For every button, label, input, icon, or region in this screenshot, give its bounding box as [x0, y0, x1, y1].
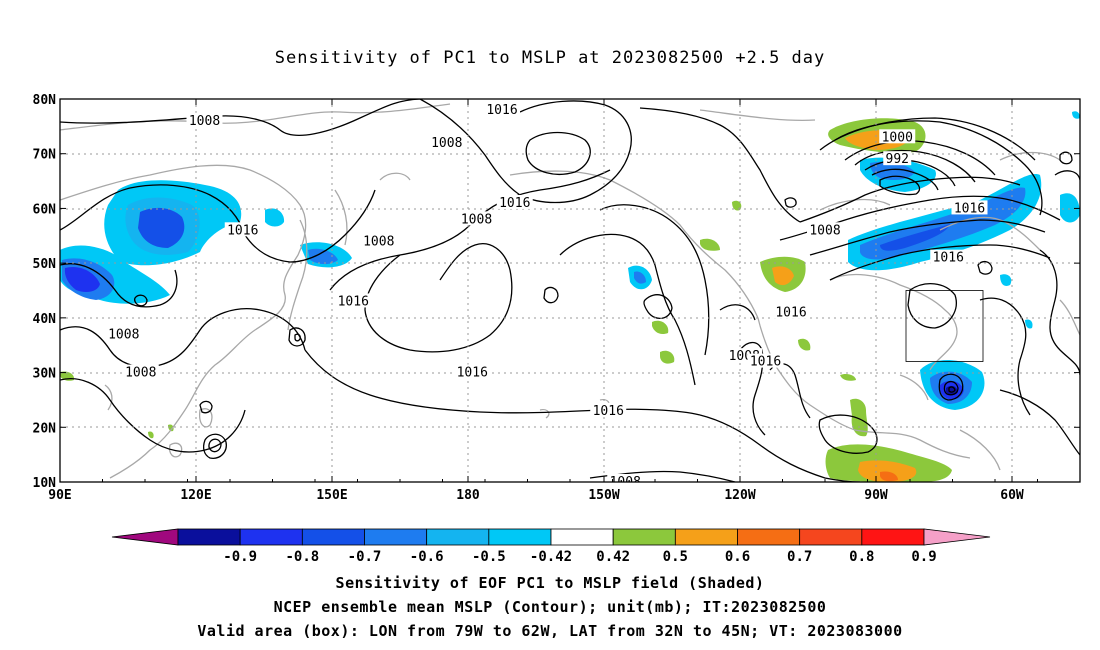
contour-label: 1016 [750, 355, 781, 370]
contour-label: 1008 [809, 223, 840, 238]
colorbar-swatch [612, 528, 676, 546]
colorbar-swatch [674, 528, 738, 546]
shading-north-pacific [628, 200, 742, 364]
contour-label-bg [607, 474, 644, 482]
contour-label: 1016 [593, 404, 624, 419]
contour-label-bg [122, 364, 159, 379]
contour-label: 1016 [954, 201, 985, 216]
longitude-label: 120E [180, 488, 211, 503]
colorbar-label: -0.6 [410, 549, 444, 565]
colorbar-label: -0.5 [472, 549, 506, 565]
contour-label: 1008 [189, 114, 220, 129]
contour-label: 1016 [775, 305, 806, 320]
contour-labels: 1016 1008 1008 1000 992 1008 1016 1016 1008 1016 1… [105, 101, 988, 490]
colorbar-swatch [861, 528, 925, 546]
latitude-label: 20N [33, 421, 57, 436]
contour-label: 1008 [431, 136, 462, 151]
caption-line-2: NCEP ensemble mean MSLP (Contour); unit(… [273, 598, 827, 616]
contour-label-bg [428, 134, 465, 149]
colorbar-label: -0.8 [285, 549, 319, 565]
contour-label: 992 [886, 152, 909, 167]
colorbar-label: 0.6 [725, 549, 750, 565]
colorbar-label: -0.7 [348, 549, 382, 565]
colorbar-label: 0.7 [787, 549, 812, 565]
shading-atlantic [60, 360, 985, 482]
contour-label: 1008 [461, 212, 492, 227]
colorbar: -0.9 -0.8 -0.7 -0.6 -0.5 -0.42 0.42 0.5 0.6 0.7 0.… [111, 528, 991, 565]
colorbar-swatch [550, 528, 614, 546]
longitude-label: 150W [588, 488, 619, 503]
contour-label-bg [496, 194, 533, 209]
latitude-label: 50N [33, 257, 57, 272]
latitude-label: 10N [33, 476, 57, 491]
latitude-label: 70N [33, 148, 57, 163]
contour-label-bg [484, 101, 520, 116]
colorbar-swatch [426, 528, 490, 546]
colorbar-label: 0.42 [596, 549, 630, 565]
contour-label: 1000 [882, 130, 913, 145]
colorbar-label: 0.5 [663, 549, 688, 565]
latitude-label: 60N [33, 202, 57, 217]
contour-label: 1016 [457, 366, 488, 381]
caption-line-1: Sensitivity of EOF PC1 to MSLP field (Sh… [335, 574, 765, 592]
contour-label: 1016 [499, 196, 530, 211]
contour-label: 1016 [933, 251, 964, 266]
longitude-label: 60W [1000, 488, 1024, 503]
contour-label-bg [807, 222, 843, 237]
colorbar-swatch [488, 528, 552, 546]
longitude-labels: 90E 120E 150E 180 150W 120W 90W 60W [48, 488, 1024, 503]
contour-label-bg [186, 112, 223, 127]
contour-label-bg [590, 402, 627, 417]
colorbar-min-triangle [111, 528, 179, 546]
colorbar-swatch [301, 528, 365, 546]
contour-label-bg [773, 304, 809, 319]
longitude-label: 150E [316, 488, 347, 503]
contour-label: 1016 [338, 294, 369, 309]
colorbar-label: 0.8 [849, 549, 874, 565]
contour-label-bg [335, 293, 372, 308]
latitude-labels: 80N 70N 60N 50N 40N 30N 20N 10N [33, 93, 57, 491]
contour-label-bg [930, 249, 967, 264]
colorbar-swatch [177, 528, 241, 546]
figure-title: Sensitivity of PC1 to MSLP at 2023082500… [274, 48, 826, 68]
caption-line-3: Valid area (box): LON from 79W to 62W, L… [197, 622, 903, 640]
contour-label-bg [879, 129, 916, 144]
colorbar-swatch [737, 528, 801, 546]
contour-label-bg [747, 353, 784, 368]
colorbar-max-triangle [923, 528, 991, 546]
colorbar-label: -0.42 [530, 549, 572, 565]
latitude-label: 30N [33, 367, 57, 382]
axis-ticks [59, 98, 1081, 483]
contour-label-bg [951, 200, 988, 215]
colorbar-swatch [364, 528, 428, 546]
valid-area-box [905, 290, 984, 362]
contour-label-bg [454, 364, 491, 379]
colorbar-label: -0.9 [223, 549, 257, 565]
coastlines [60, 103, 1080, 479]
colorbar-swatch [799, 528, 863, 546]
contour-label: 1016 [486, 103, 517, 118]
contour-label-bg [883, 151, 912, 166]
gridlines [60, 99, 1080, 482]
longitude-label: 120W [724, 488, 755, 503]
shading-east-asia [60, 180, 352, 304]
contour-label: 1016 [227, 223, 258, 238]
longitude-label: 90E [48, 488, 71, 503]
contour-label-bg [105, 326, 142, 341]
colorbar-label: 0.9 [911, 549, 936, 565]
latitude-label: 40N [33, 312, 57, 327]
latitude-label: 80N [33, 93, 57, 108]
contour-label-bg [458, 211, 495, 226]
longitude-label: 180 [456, 488, 480, 503]
longitude-label: 90W [864, 488, 888, 503]
contour-label-bg [224, 222, 261, 237]
contour-label: 1008 [108, 327, 139, 342]
colorbar-swatch [239, 528, 303, 546]
contour-label: 1008 [125, 366, 156, 381]
contour-label-bg [360, 233, 397, 248]
contour-label: 1008 [363, 234, 394, 249]
contour-label: 1008 [610, 475, 641, 490]
